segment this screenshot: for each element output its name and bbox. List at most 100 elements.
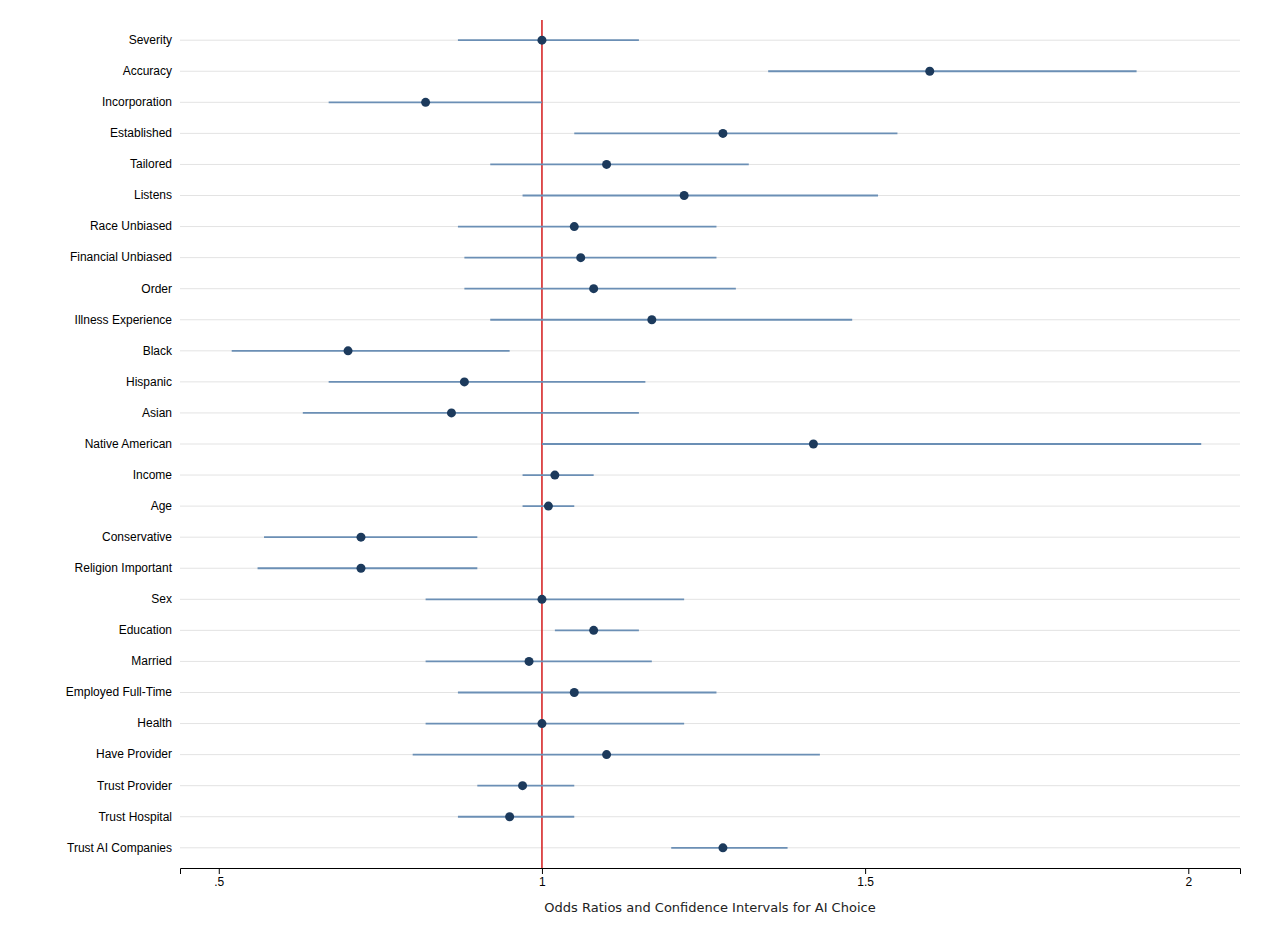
- y-tick-label: Severity: [129, 33, 172, 47]
- grid-line: [180, 102, 1240, 103]
- grid-line: [180, 350, 1240, 351]
- x-tick-label: 1: [539, 875, 546, 889]
- grid-line: [180, 754, 1240, 755]
- x-tick: 2: [1185, 868, 1192, 889]
- y-tick: Tailored: [130, 157, 180, 171]
- y-tick: Black: [143, 344, 180, 358]
- y-tick: Incorporation: [102, 95, 180, 109]
- y-tick-label: Married: [131, 654, 172, 668]
- x-tick-label: 1.5: [857, 875, 874, 889]
- grid-line: [180, 475, 1240, 476]
- point-estimate: [537, 595, 546, 604]
- grid-line: [180, 692, 1240, 693]
- point-estimate: [680, 191, 689, 200]
- y-tick-label: Trust Hospital: [98, 810, 172, 824]
- point-estimate: [570, 222, 579, 231]
- y-tick-label: Income: [133, 468, 173, 482]
- y-tick-label: Religion Important: [75, 561, 173, 575]
- y-tick: Trust Provider: [97, 779, 180, 793]
- grid-line: [180, 785, 1240, 786]
- grid-line: [180, 847, 1240, 848]
- y-tick: Religion Important: [75, 561, 180, 575]
- confidence-interval: [490, 164, 749, 166]
- y-tick: Hispanic: [126, 375, 180, 389]
- confidence-interval: [426, 598, 685, 600]
- confidence-interval: [426, 661, 652, 663]
- point-estimate: [447, 408, 456, 417]
- y-tick-label: Age: [151, 499, 173, 513]
- grid-line: [180, 723, 1240, 724]
- x-axis-title: Odds Ratios and Confidence Intervals for…: [544, 900, 875, 915]
- point-estimate: [544, 502, 553, 511]
- y-tick-label: Trust Provider: [97, 779, 172, 793]
- y-tick-label: Asian: [142, 406, 172, 420]
- grid-line: [180, 537, 1240, 538]
- y-tick-label: Illness Experience: [75, 313, 173, 327]
- y-tick-label: Have Provider: [96, 747, 172, 761]
- y-tick-label: Race Unbiased: [90, 219, 172, 233]
- x-tick-label: 2: [1185, 875, 1192, 889]
- y-tick: Age: [151, 499, 180, 513]
- y-tick-label: Hispanic: [126, 375, 172, 389]
- y-tick: Education: [119, 623, 180, 637]
- y-tick: Have Provider: [96, 747, 180, 761]
- point-estimate: [525, 657, 534, 666]
- point-estimate: [537, 36, 546, 45]
- y-tick: Health: [137, 716, 180, 730]
- y-tick: Sex: [151, 592, 180, 606]
- x-axis: .5 1 1.5 2: [181, 868, 1241, 889]
- x-tick-mark: [865, 868, 866, 874]
- point-estimate: [589, 626, 598, 635]
- y-tick: Native American: [85, 437, 180, 451]
- point-estimate: [925, 67, 934, 76]
- confidence-interval: [458, 692, 717, 694]
- y-tick: Conservative: [102, 530, 180, 544]
- y-tick: Married: [131, 654, 180, 668]
- y-tick-label: Listens: [134, 188, 172, 202]
- grid-line: [180, 319, 1240, 320]
- grid-line: [180, 444, 1240, 445]
- grid-line: [180, 133, 1240, 134]
- marks: [232, 20, 1202, 868]
- confidence-interval: [232, 350, 510, 352]
- y-tick-label: Conservative: [102, 530, 172, 544]
- point-estimate: [589, 284, 598, 293]
- confidence-interval: [426, 723, 685, 725]
- confidence-interval: [458, 39, 639, 41]
- confidence-interval: [768, 70, 1136, 72]
- y-axis: SeverityAccuracyIncorporationEstablished…: [66, 33, 180, 855]
- point-estimate: [356, 564, 365, 573]
- grid-line: [180, 257, 1240, 258]
- y-tick-label: Tailored: [130, 157, 172, 171]
- x-tick-mark: [1188, 868, 1189, 874]
- y-tick-label: Health: [137, 716, 172, 730]
- x-tick-label: .5: [214, 875, 224, 889]
- grid: [180, 40, 1240, 848]
- y-tick-label: Native American: [85, 437, 172, 451]
- confidence-interval: [574, 132, 897, 134]
- confidence-interval: [464, 257, 716, 259]
- plot: .511.52SeverityAccuracyIncorporationEsta…: [66, 20, 1241, 915]
- confidence-interval: [464, 288, 735, 290]
- y-tick: Trust AI Companies: [67, 841, 180, 855]
- y-tick-label: Accuracy: [123, 64, 172, 78]
- y-tick: Illness Experience: [75, 313, 180, 327]
- grid-line: [180, 226, 1240, 227]
- confidence-interval: [523, 195, 878, 197]
- x-tick: .5: [214, 868, 224, 889]
- y-tick: Trust Hospital: [98, 810, 180, 824]
- y-tick-label: Order: [141, 282, 172, 296]
- confidence-interval: [458, 816, 574, 818]
- grid-line: [180, 164, 1240, 165]
- confidence-interval: [264, 536, 477, 538]
- x-tick-mark: [542, 868, 543, 874]
- confidence-interval: [671, 847, 787, 849]
- grid-line: [180, 630, 1240, 631]
- point-estimate: [602, 160, 611, 169]
- y-tick-label: Black: [143, 344, 173, 358]
- grid-line: [180, 506, 1240, 507]
- x-tick: 1.5: [857, 868, 874, 889]
- y-tick-label: Financial Unbiased: [70, 250, 172, 264]
- point-estimate: [809, 440, 818, 449]
- x-axis-line: [181, 869, 1241, 875]
